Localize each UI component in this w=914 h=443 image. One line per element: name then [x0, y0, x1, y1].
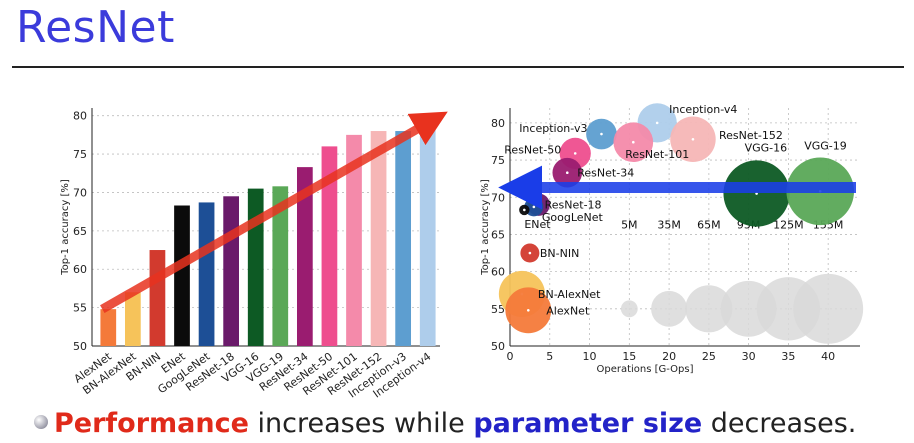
bubble-x-tick-label: 30 [742, 350, 756, 363]
bubble-label: ENet [524, 218, 551, 231]
bar [149, 250, 166, 346]
bubble-center-dot [691, 137, 695, 141]
bubble-y-tick-label: 65 [491, 228, 505, 241]
bar [100, 309, 117, 346]
bar [124, 292, 141, 346]
bubble-label: ResNet-152 [719, 129, 783, 142]
bullet-line: Performance increases while parameter si… [34, 408, 856, 439]
bar-y-tick-label: 80 [73, 110, 87, 123]
bullet-text-2: decreases. [702, 408, 857, 439]
bubble-center-dot [565, 171, 569, 175]
bubble-center-dot [528, 251, 532, 255]
bar [346, 134, 362, 346]
bubble-y-tick-label: 55 [491, 303, 505, 316]
bubble-x-tick-label: 40 [821, 350, 835, 363]
bubble-x-tick-label: 15 [622, 350, 636, 363]
bubble-label: VGG-19 [804, 139, 847, 152]
bubble-label: Inception-v3 [519, 122, 587, 135]
size-legend-label: 5M [621, 218, 638, 231]
performance-highlight: Performance [54, 408, 249, 439]
bubble-chart-operations: 50 55 60 65 70 75 80 0 5 10 15 20 25 30 35 40 Operations… [480, 103, 864, 375]
bubble-y-tick-label: 75 [491, 154, 505, 167]
bar [395, 131, 412, 346]
bar [198, 202, 215, 346]
bar [296, 167, 313, 346]
size-legend-bubble [793, 273, 864, 344]
bubble-label: BN-NIN [540, 247, 579, 260]
size-legend-bubble [651, 290, 688, 327]
bubble-x-tick-label: 0 [507, 350, 514, 363]
size-legend-bubble [620, 300, 638, 318]
bubble-label: ResNet-101 [625, 148, 689, 161]
bubble-label: GoogLeNet [542, 211, 604, 224]
bar-y-tick-label: 50 [73, 340, 87, 353]
bubble-y-tick-label: 70 [491, 191, 505, 204]
bar-y-tick-label: 70 [73, 186, 87, 199]
bullet-text-1: increases while [248, 408, 474, 439]
bubble-y-tick-label: 80 [491, 117, 505, 130]
size-legend-label: 35M [657, 218, 681, 231]
bubble-label: Inception-v4 [669, 103, 737, 116]
bullet-icon [34, 415, 48, 429]
bar [370, 131, 387, 346]
bar-y-tick-label: 75 [73, 148, 87, 161]
bubble-center-dot [526, 309, 530, 312]
bubble-label: ResNet-50 [504, 143, 561, 156]
bubble-y-axis-label: Top-1 accuracy [%] [480, 179, 491, 276]
size-legend-label: 65M [697, 218, 721, 231]
bar-y-axis-label: Top-1 accuracy [%] [60, 179, 71, 276]
bubble-center-dot [631, 140, 635, 144]
bar [272, 186, 289, 346]
bubble-x-tick-label: 20 [662, 350, 676, 363]
bubble-x-tick-label: 35 [781, 350, 795, 363]
bar-y-tick-label: 55 [73, 302, 87, 315]
title-rule [12, 66, 904, 68]
bar [419, 115, 436, 346]
bar [174, 205, 190, 346]
red-trend-arrow [100, 111, 448, 314]
bubble-center-dot [600, 132, 603, 136]
bubble-x-tick-label: 25 [702, 350, 716, 363]
bubble-center-dot [655, 121, 659, 125]
bar [247, 188, 264, 346]
size-legend-bubble [685, 285, 733, 333]
bubble-label: ResNet-34 [577, 167, 634, 180]
bubble-label: ResNet-18 [545, 199, 602, 212]
bar-y-tick-label: 65 [73, 225, 87, 238]
size-legend-label: 125M [773, 218, 804, 231]
bubble-center-dot [532, 205, 536, 209]
parameter-size-highlight: parameter size [473, 408, 703, 439]
bubble-center-dot [523, 208, 526, 212]
bubble-x-tick-label: 5 [546, 350, 553, 363]
bar [223, 196, 240, 346]
bubble-label: VGG-16 [745, 142, 788, 155]
bar [321, 146, 338, 346]
slide-title: ResNet [16, 2, 175, 53]
bubble-x-axis-label: Operations [G-Ops] [596, 364, 693, 375]
bubble-center-dot [573, 152, 577, 155]
bar-y-tick-label: 60 [73, 263, 87, 276]
bubble-label: BN-AlexNet [538, 288, 601, 301]
bubble-y-tick-label: 60 [491, 266, 505, 279]
bubble-y-tick-label: 50 [491, 340, 505, 353]
bubble-x-tick-label: 10 [583, 350, 597, 363]
bubble-label: AlexNet [546, 304, 590, 317]
